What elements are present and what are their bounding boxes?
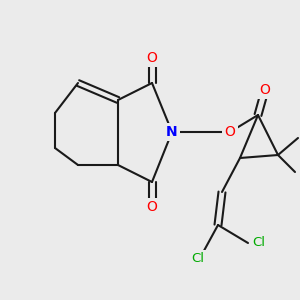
Text: N: N — [166, 125, 178, 139]
Text: O: O — [225, 125, 236, 139]
Text: O: O — [147, 51, 158, 65]
Text: O: O — [147, 200, 158, 214]
Text: O: O — [260, 83, 270, 97]
Text: Cl: Cl — [191, 251, 205, 265]
Text: Cl: Cl — [252, 236, 265, 250]
